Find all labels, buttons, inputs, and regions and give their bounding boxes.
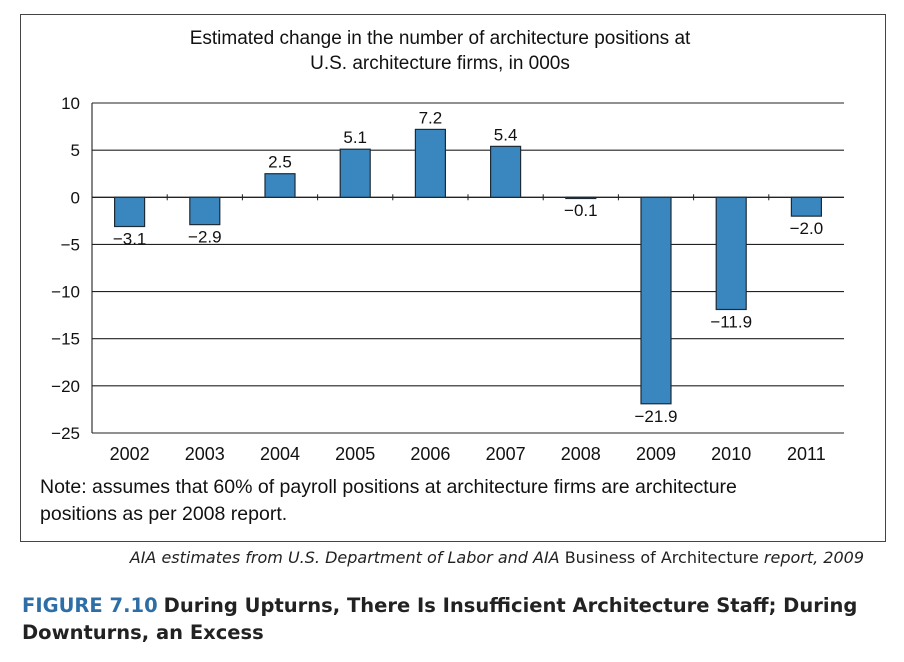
bar-value-label-2009: −21.9	[634, 407, 677, 426]
x-tick-label-2010: 2010	[711, 444, 751, 464]
bar-value-label-2002: −3.1	[113, 230, 147, 249]
bar-2007	[490, 145, 522, 198]
x-axis-ticks: 2002 2003 2004 2005 2006 2007 2008 2009 2010 2011	[110, 444, 826, 464]
note-line1: Note: assumes that 60% of payroll positi…	[40, 476, 737, 498]
bars	[113, 128, 823, 405]
bar-2002	[113, 196, 146, 228]
y-axis-ticks: 10 5 0 −5 −10 −15 −20 −25	[51, 94, 80, 443]
chart-title: Estimated change in the number of archit…	[120, 26, 760, 76]
y-tick-label: −5	[61, 235, 80, 254]
x-tick-label-2005: 2005	[335, 444, 375, 464]
x-tick-label-2004: 2004	[260, 444, 300, 464]
y-tick-label: −15	[51, 330, 80, 349]
y-tick-label: 10	[61, 94, 80, 113]
bar-value-label-2003: −2.9	[188, 228, 222, 247]
bar-value-label-2004: 2.5	[268, 153, 292, 172]
source-part2: Business of Architecture	[559, 548, 764, 567]
figure-number: FIGURE 7.10	[22, 594, 158, 617]
figure-caption: FIGURE 7.10 During Upturns, There Is Insu…	[22, 592, 882, 646]
bar-2004	[264, 173, 296, 198]
bar-2006	[414, 128, 446, 198]
source-part3: report, 2009	[763, 548, 864, 567]
bar-2011	[790, 196, 823, 217]
figure-caption-text: During Upturns, There Is Insufficient Ar…	[22, 594, 858, 644]
chart-title-line2: U.S. architecture firms, in 000s	[310, 53, 570, 74]
bar-value-label-2006: 7.2	[419, 108, 443, 127]
y-tick-label: 5	[71, 141, 80, 160]
bar-value-label-2005: 5.1	[343, 128, 367, 147]
y-tick-label: −10	[51, 283, 80, 302]
x-tick-label-2003: 2003	[185, 444, 225, 464]
bar-value-label-2010: −11.9	[710, 312, 752, 331]
bar-2005	[339, 148, 371, 198]
bar-2009	[640, 196, 672, 405]
bar-2010	[715, 196, 747, 311]
y-tick-label: −20	[51, 377, 80, 396]
y-tick-label: −25	[51, 424, 80, 443]
bar-value-label-2007: 5.4	[494, 125, 518, 144]
source-credit: AIA estimates from U.S. Department of La…	[130, 548, 864, 567]
bar-2003	[189, 196, 221, 226]
bar-2008	[565, 196, 597, 200]
x-tick-label-2008: 2008	[561, 444, 601, 464]
chart-note: Note: assumes that 60% of payroll positi…	[40, 474, 860, 528]
x-tick-label-2006: 2006	[410, 444, 450, 464]
bar-value-label-2011: −2.0	[790, 219, 824, 238]
chart-title-line1: Estimated change in the number of archit…	[189, 28, 691, 49]
chart-plot: −3.1 −2.9 2.5 5.1 7.2 5.4 −0.1 −21.9 −11.9 −2.0 1…	[51, 94, 844, 464]
x-tick-label-2011: 2011	[787, 444, 826, 464]
bar-value-labels: −3.1 −2.9 2.5 5.1 7.2 5.4 −0.1 −21.9 −11.9 −2.0	[113, 108, 823, 425]
y-tick-label: 0	[71, 188, 80, 207]
x-tick-label-2009: 2009	[636, 444, 676, 464]
x-tick-label-2002: 2002	[110, 444, 150, 464]
bar-value-label-2008: −0.1	[564, 201, 598, 220]
source-part1: AIA estimates from U.S. Department of La…	[129, 548, 560, 567]
x-tick-label-2007: 2007	[486, 444, 526, 464]
note-line2: positions as per 2008 report.	[40, 503, 288, 525]
